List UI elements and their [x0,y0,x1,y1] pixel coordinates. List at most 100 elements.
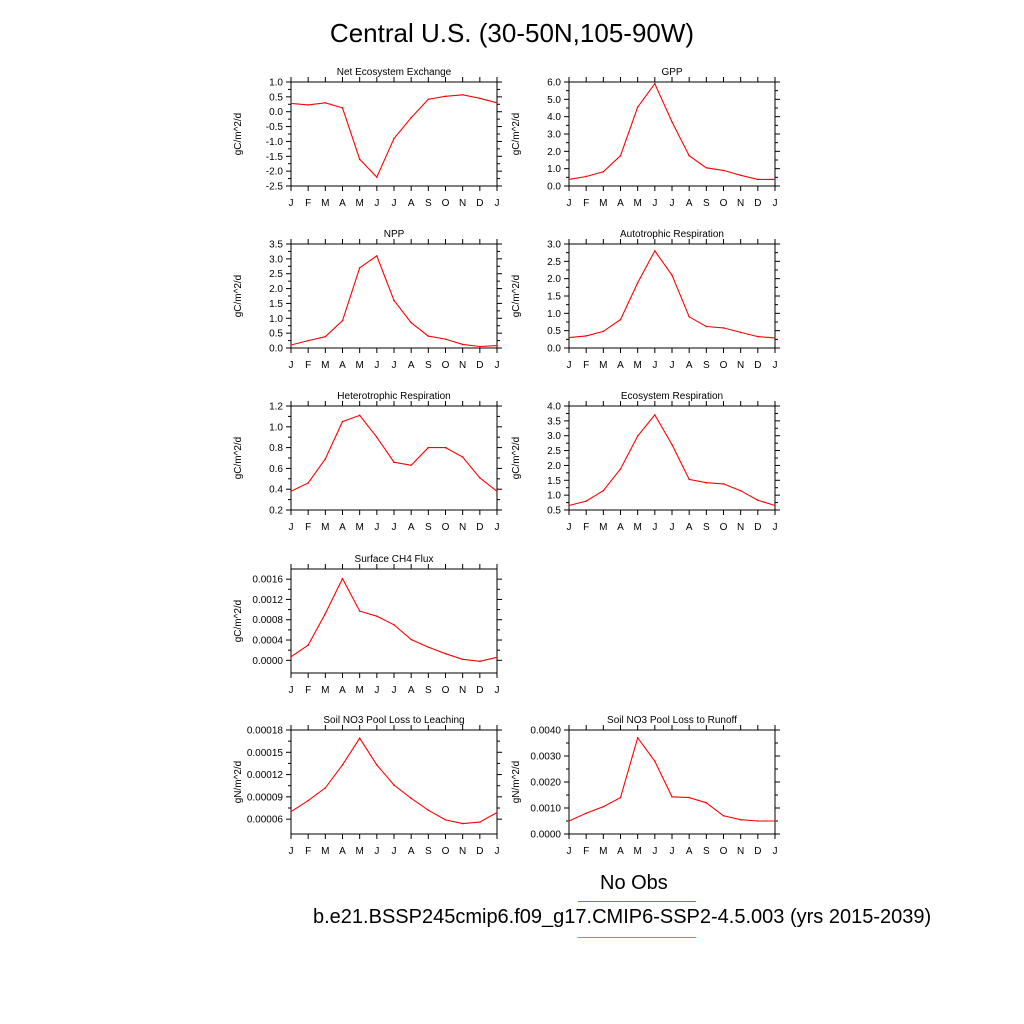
x-tick-label: F [305,198,311,209]
x-tick-label: M [633,846,641,857]
x-tick-label: A [686,360,693,371]
series-line [568,413,776,507]
data-point [358,266,361,269]
y-tick-label: 0.0000 [530,830,561,841]
y-axis-label: gC/m^2/d [233,113,244,156]
data-point [496,344,498,347]
y-tick-label: 0.0004 [252,636,283,647]
data-point [688,796,690,799]
data-point [568,178,570,181]
data-point [290,344,292,346]
plot-frame [568,729,776,835]
data-point [376,436,378,439]
data-point [602,330,605,333]
x-tick-label: A [339,198,346,209]
y-tick-label: 0.0 [269,344,283,355]
data-point [602,170,605,173]
data-point [341,420,344,423]
plot-frame [290,243,498,349]
data-point [427,335,430,337]
data-point [410,638,412,641]
x-tick-label: J [392,198,397,209]
data-point [393,299,395,302]
data-point [585,500,587,502]
x-tick-label: J [567,360,572,371]
y-tick-label: 3.0 [547,130,561,141]
y-tick-label: 0.5 [547,506,561,517]
data-point [602,805,605,808]
x-tick-label: S [425,360,432,371]
x-tick-label: F [583,522,589,533]
data-point [636,435,639,437]
x-tick-label: M [599,198,607,209]
y-tick-label: 1.5 [269,299,283,310]
series-line [290,94,498,179]
x-tick-label: J [773,846,778,857]
data-point [619,318,622,321]
x-tick-label: A [339,685,346,696]
plot-frame [290,81,498,187]
series-line [568,736,775,822]
y-tick-label: 5.0 [547,95,561,106]
x-tick-label: J [773,360,778,371]
data-point [341,107,344,109]
x-tick-label: J [374,522,379,533]
y-tick-label: 0.0020 [530,778,561,789]
data-point [376,176,378,178]
data-point [671,443,673,446]
data-point [654,414,656,416]
data-point [461,822,464,825]
data-point [479,97,481,100]
y-tick-label: 1.0 [547,164,561,175]
x-tick-label: S [703,846,710,857]
x-tick-label: O [442,522,450,533]
x-tick-label: F [305,685,311,696]
data-point [774,820,776,822]
x-tick-label: D [754,360,761,371]
y-tick-label: 1.0 [269,78,283,89]
x-tick-label: A [686,198,693,209]
x-tick-label: J [392,846,397,857]
y-tick-label: -2.5 [266,182,284,193]
y-tick-label: 3.0 [269,254,283,265]
data-point [393,137,395,140]
chart-panel: Surface CH4 Flux gC/m^2/d 0.0016 0.0012 0.00… [233,554,502,696]
data-point [479,660,481,663]
data-point [757,820,759,822]
x-tick-label: D [754,198,761,209]
panel-title: Soil NO3 Pool Loss to Leaching [323,715,464,726]
data-point [393,784,395,786]
y-tick-label: 2.5 [547,446,561,457]
data-point [654,82,656,85]
x-tick-label: J [495,198,500,209]
x-tick-label: J [567,522,572,533]
x-tick-label: D [476,360,483,371]
x-tick-label: A [686,846,693,857]
x-tick-label: F [583,198,589,209]
data-point [410,797,412,800]
x-tick-label: O [442,198,450,209]
data-point [444,652,447,655]
y-axis-label: gN/m^2/d [233,761,244,804]
y-tick-label: 0.0016 [252,575,283,586]
data-point [393,624,395,626]
data-point [410,464,412,467]
data-point [722,483,725,485]
y-tick-label: 0.5 [269,329,283,340]
x-tick-label: A [408,846,415,857]
data-point [341,764,344,766]
x-tick-label: M [321,360,329,371]
series-line [290,577,498,662]
data-point [444,446,447,449]
data-point [376,764,378,766]
y-axis-label: gC/m^2/d [511,275,522,318]
chart-panel: Net Ecosystem Exchange gC/m^2/d 1.0 0.5 0.0 -… [233,67,502,209]
x-tick-label: J [652,360,657,371]
x-tick-label: N [737,846,744,857]
data-point [461,343,464,346]
data-point [307,339,309,342]
x-tick-label: J [495,685,500,696]
x-tick-label: J [652,522,657,533]
data-point [358,610,361,612]
